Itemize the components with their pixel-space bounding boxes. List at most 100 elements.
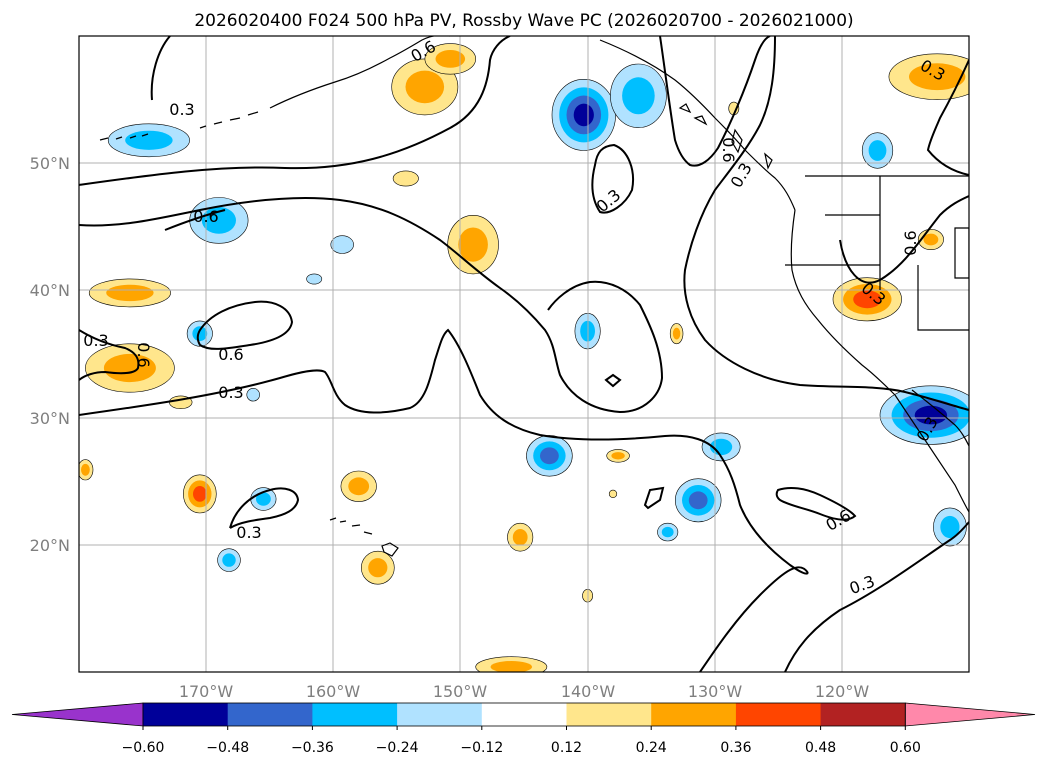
colorbar-tick-label: 0.48 xyxy=(805,740,836,756)
pv-anomaly-feature xyxy=(606,449,630,463)
pv-anomaly-band xyxy=(853,290,882,309)
contour-03-small-loop xyxy=(643,486,665,510)
contour-03-arctic-loop xyxy=(150,36,171,101)
pv-anomaly-band xyxy=(306,273,323,285)
contour-label: 0.6 xyxy=(901,230,920,255)
pv-anomaly-feature xyxy=(861,132,894,169)
pv-anomaly-band xyxy=(611,452,625,460)
contour-03-lower-band xyxy=(79,328,809,575)
contour-label: 0.3 xyxy=(236,523,261,542)
contour-06-east-loop xyxy=(775,486,857,521)
colorbar-tick-label: −0.48 xyxy=(206,740,249,756)
us-state-lines xyxy=(785,176,969,331)
mexico-mainland-coast xyxy=(911,389,969,447)
pv-anomaly-feature xyxy=(183,474,217,514)
pv-anomaly-band xyxy=(256,492,271,506)
colorbar-segment xyxy=(735,703,822,726)
colorbar-tick-label: 0.36 xyxy=(720,740,751,756)
graticule xyxy=(79,36,969,672)
colorbar-tick-label: 0.24 xyxy=(636,740,667,756)
contour-03-kamchatka-loop xyxy=(591,143,634,214)
contour-label: 0.6 xyxy=(719,137,738,162)
pv-anomaly-band xyxy=(81,463,90,476)
lat-label-20n: 20°N xyxy=(30,536,70,555)
pv-anomaly-feature xyxy=(475,656,548,672)
pv-anomaly-band xyxy=(490,661,533,672)
colorbar-segment xyxy=(566,703,652,726)
colorbar-tick-label: 0.12 xyxy=(551,740,582,756)
pv-anomaly-feature xyxy=(447,215,499,275)
colorbar-segment xyxy=(481,703,567,726)
colorbar-extend-low xyxy=(11,702,144,727)
pv-anomaly-band xyxy=(573,103,594,127)
colorbar-tick-label: −0.36 xyxy=(291,740,334,756)
pv-anomaly-feature xyxy=(674,478,722,523)
gulf-of-alaska-coast xyxy=(599,39,746,151)
pv-anomaly-feature xyxy=(551,79,616,151)
contour-03-southeast-band xyxy=(699,566,809,672)
pv-anomaly-band xyxy=(330,235,354,254)
contour-label: 0.6 xyxy=(193,207,218,226)
contour-06-north-arc xyxy=(659,36,771,167)
contour-label: 0.3 xyxy=(83,331,108,350)
colorbar-tick-label: 0.60 xyxy=(890,740,921,756)
coastlines-borders xyxy=(99,36,969,557)
pv-anomaly-feature xyxy=(933,507,967,547)
lat-label-30n: 30°N xyxy=(30,409,70,428)
pv-anomaly-feature xyxy=(246,388,260,402)
pv-anomaly-feature xyxy=(392,170,419,187)
us-west-coast xyxy=(790,209,896,396)
contour-03-inner-arc xyxy=(683,36,969,411)
pv-anomaly-feature xyxy=(608,489,618,499)
pv-anomaly-band xyxy=(246,388,260,402)
pv-anomaly-band xyxy=(103,353,156,383)
lon-label-170w: 170°W xyxy=(179,682,234,701)
pv-anomaly-band xyxy=(608,489,618,499)
pv-anomaly-band xyxy=(923,233,939,246)
pv-anomaly-feature xyxy=(657,522,679,542)
pv-anomaly-feature xyxy=(330,235,354,254)
pv-anomaly-feature xyxy=(610,63,667,128)
colorbar: −0.60 −0.48 −0.36 −0.24 −0.12 0.12 0.24 0.36 0.4… xyxy=(11,702,1036,756)
map-background xyxy=(79,36,969,672)
pv-anomaly-feature xyxy=(107,123,190,158)
pv-anomaly-band xyxy=(909,63,966,91)
contour-03-north-band xyxy=(79,36,511,186)
pv-anomaly-feature xyxy=(360,550,395,585)
aleutian-islands xyxy=(99,111,259,141)
colorbar-outline xyxy=(142,702,906,727)
pv-anomaly-feature xyxy=(701,432,741,462)
british-columbia-coast xyxy=(744,149,796,211)
contour-label: 0.3 xyxy=(169,100,194,119)
contour-03-baja-loop xyxy=(839,195,969,284)
lon-label-160w: 160°W xyxy=(306,682,361,701)
queen-charlotte-islands xyxy=(731,128,773,170)
contour-03-diamond xyxy=(604,373,622,388)
contour-06-west-loop xyxy=(196,300,294,350)
colorbar-segment xyxy=(651,703,737,726)
pv-anomaly-feature xyxy=(79,459,94,481)
latitude-labels: 50°N 40°N 30°N 20°N xyxy=(30,154,70,555)
contour-label: 0.6 xyxy=(134,342,153,367)
pv-anomaly-band xyxy=(914,405,948,425)
pv-anomaly-feature xyxy=(85,343,175,393)
pv-anomaly-feature xyxy=(217,548,241,572)
pv-anomaly-band xyxy=(222,553,236,567)
map-panel: 0.3 0.6 0.6 0.3 0.6 0.6 0.3 0.6 0.3 0.3 … xyxy=(78,35,970,673)
lon-label-130w: 130°W xyxy=(688,682,743,701)
pv-anomaly-feature xyxy=(424,43,476,75)
contour-03-hawaii-loop xyxy=(229,487,300,529)
pv-anomaly-band xyxy=(106,284,154,302)
pv-anomaly-band xyxy=(435,50,466,68)
pv-anomaly-band xyxy=(940,515,960,539)
colorbar-segment xyxy=(397,703,483,726)
longitude-labels: 170°W 160°W 150°W 140°W 130°W 120°W xyxy=(179,682,870,701)
pv-anomaly-feature xyxy=(669,323,684,345)
pv-contour-lines xyxy=(79,36,969,672)
alaska-peninsula-coast xyxy=(269,36,450,109)
colorbar-extend-high xyxy=(904,702,1036,727)
pv-anomaly-feature xyxy=(888,53,969,100)
contour-06-canada-arc xyxy=(926,59,969,176)
hawaii-islands xyxy=(329,517,399,557)
pv-anomaly-feature xyxy=(250,487,277,511)
